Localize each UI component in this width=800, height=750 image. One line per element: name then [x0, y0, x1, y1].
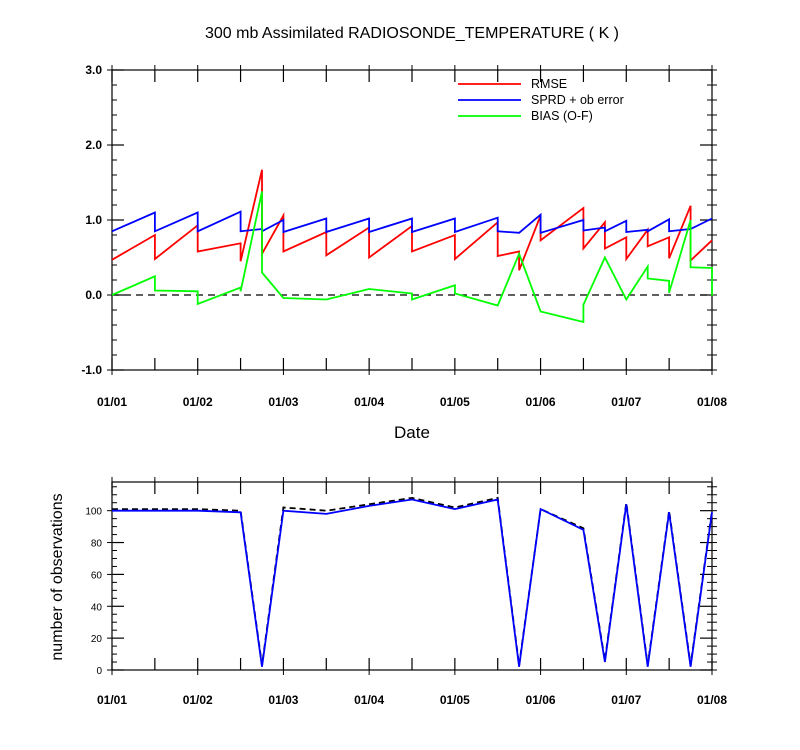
x-tick-label: 01/03	[268, 693, 298, 707]
x-tick-label: 01/01	[97, 693, 127, 707]
y-tick-label: 60	[91, 570, 103, 581]
bottom-plot: 01/01 01/02 01/03 01/04 01/05 01/06 01/07 01/08…	[85, 477, 727, 707]
y-tick-label: 100	[85, 507, 102, 518]
top-x-axis-title: Date	[394, 423, 430, 442]
series-line-sprd-ob-error	[111, 210, 713, 235]
y-tick-label: 0.0	[85, 288, 102, 302]
y-tick-label: 1.0	[85, 213, 102, 227]
top-chart-title: 300 mb Assimilated RADIOSONDE_TEMPERATUR…	[205, 25, 619, 42]
series-line-possible-dashed	[112, 496, 713, 666]
y-tick-label: 3.0	[85, 63, 102, 77]
x-tick-label: 01/02	[183, 395, 213, 409]
legend-label: SPRD + ob error	[531, 93, 624, 107]
y-tick-label: 40	[91, 602, 103, 613]
top-plot: 01/01 01/02 01/03 01/04 01/05 01/06 01/07 01/08…	[81, 63, 727, 409]
x-tick-label: 01/08	[697, 395, 727, 409]
x-tick-label: 01/05	[440, 693, 470, 707]
x-tick-label: 01/04	[354, 395, 384, 409]
y-tick-label: 20	[91, 634, 103, 645]
x-tick-label: 01/03	[268, 395, 298, 409]
legend-label: BIAS (O-F)	[531, 109, 593, 123]
x-tick-label: 01/01	[97, 395, 127, 409]
x-tick-label: 01/06	[526, 693, 556, 707]
x-tick-label: 01/04	[354, 693, 384, 707]
series-line-rmse	[111, 169, 713, 271]
series-line-bias-o-f	[111, 191, 713, 324]
bottom-y-axis-title: number of observations	[49, 493, 66, 660]
y-tick-label: 80	[91, 539, 103, 550]
x-tick-label: 01/08	[697, 693, 727, 707]
legend-label: RMSE	[531, 77, 567, 91]
y-tick-label: -1.0	[81, 363, 102, 377]
series-line-assimilated-solid	[112, 498, 713, 667]
y-tick-label: 0	[96, 666, 102, 677]
y-tick-label: 2.0	[85, 138, 102, 152]
x-tick-label: 01/02	[183, 693, 213, 707]
x-tick-label: 01/07	[611, 395, 641, 409]
x-tick-label: 01/06	[526, 395, 556, 409]
x-tick-label: 01/05	[440, 395, 470, 409]
x-tick-label: 01/07	[611, 693, 641, 707]
